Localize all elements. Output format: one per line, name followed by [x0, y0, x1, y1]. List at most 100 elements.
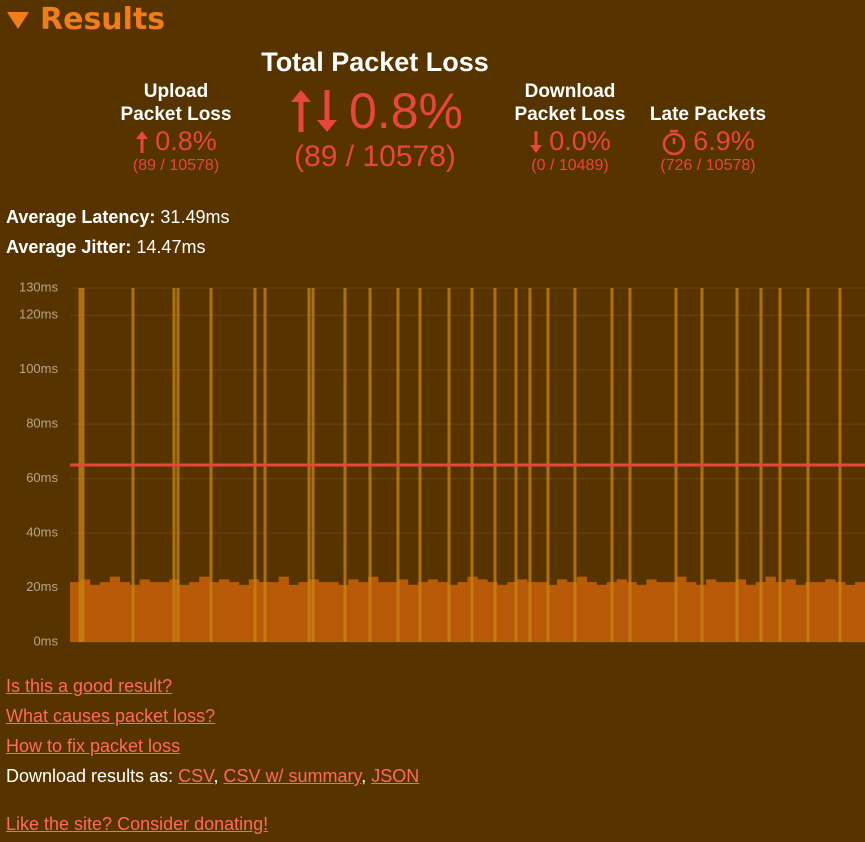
value: 0.8%: [155, 126, 217, 156]
value: 6.9%: [693, 126, 755, 156]
label: Download results as:: [6, 766, 174, 786]
bar: [89, 584, 101, 642]
y-tick-label: 20ms: [26, 579, 58, 594]
bar: [189, 582, 200, 642]
label: Upload Packet Loss: [100, 80, 252, 126]
collapse-icon[interactable]: [6, 10, 30, 30]
bar: [765, 576, 776, 642]
bar: [576, 576, 588, 642]
bar: [159, 582, 170, 642]
bar: [79, 579, 91, 642]
link[interactable]: Like the site? Consider donating!: [6, 814, 269, 834]
value-row: 0.8%: [240, 82, 510, 140]
bar: [735, 579, 747, 642]
bar: [725, 582, 737, 642]
chart: 0ms 20ms 40ms 60ms 80ms 100ms 120ms 130ms: [19, 280, 865, 648]
separator: ,: [361, 766, 367, 786]
header: Results: [6, 2, 165, 37]
download-loss: Download Packet Loss 0.0% (0 / 10489): [494, 80, 646, 175]
bar: [556, 579, 568, 642]
label-line: Upload: [143, 81, 209, 102]
bar: [666, 582, 677, 642]
bar: [378, 582, 389, 642]
label: Total Packet Loss: [261, 47, 489, 77]
bar: [596, 584, 607, 642]
bar: [358, 582, 369, 642]
download-link[interactable]: JSON: [371, 766, 420, 786]
bar: [209, 582, 220, 642]
bar: [537, 582, 548, 642]
value: 0.8%: [349, 83, 463, 139]
bar: [328, 582, 339, 642]
bar: [745, 584, 756, 642]
bar: [477, 579, 488, 642]
bar: [507, 582, 518, 642]
count: (726 / 10578): [660, 157, 756, 174]
bar: [417, 582, 429, 642]
count: (89 / 10578): [132, 157, 220, 174]
bar: [646, 579, 657, 642]
bar: [318, 582, 329, 642]
bar: [527, 582, 538, 642]
label: Download Packet Loss: [494, 80, 646, 126]
count: (89 / 10578): [294, 140, 456, 173]
bar: [706, 579, 717, 642]
bar: [686, 582, 697, 642]
bar: [407, 584, 419, 642]
label-line: Packet Loss: [120, 104, 232, 125]
y-tick-label: 60ms: [26, 470, 58, 485]
bar: [139, 579, 150, 642]
bar: [547, 584, 558, 642]
label-line: Packet Loss: [514, 104, 626, 125]
label: Average Latency:: [6, 207, 156, 227]
value-row: 0.8%: [100, 126, 252, 157]
bar: [616, 579, 627, 642]
value: 0.0%: [549, 126, 611, 156]
bar: [268, 582, 279, 642]
count: (0 / 10489): [531, 157, 609, 174]
bar: [119, 582, 130, 642]
y-tick-label: 100ms: [19, 361, 59, 376]
label-line: Download: [524, 81, 616, 102]
bar: [825, 579, 836, 642]
bar: [238, 584, 250, 642]
separator: ,: [213, 766, 219, 786]
value-row: 6.9%: [632, 126, 784, 157]
bar: [338, 584, 349, 642]
y-tick-label: 120ms: [19, 307, 59, 322]
bar: [626, 582, 637, 642]
label: Late Packets: [649, 104, 767, 125]
link[interactable]: Is this a good result?: [6, 676, 173, 696]
link[interactable]: What causes packet loss?: [6, 706, 216, 726]
bar: [586, 582, 597, 642]
bar: [805, 582, 816, 642]
download-link[interactable]: CSV w/ summary: [223, 766, 362, 786]
bar: [447, 584, 458, 642]
bar: [149, 582, 160, 642]
bar: [815, 582, 826, 642]
bar: [487, 582, 498, 642]
upload-loss: Upload Packet Loss 0.8% (89 / 10578): [100, 80, 252, 175]
bar: [368, 576, 379, 642]
y-tick-label: 80ms: [26, 416, 58, 431]
bar: [109, 576, 120, 642]
bar: [636, 584, 647, 642]
bar: [179, 584, 190, 642]
link[interactable]: How to fix packet loss: [6, 736, 181, 756]
y-tick-label: 0ms: [33, 633, 58, 648]
bar: [497, 584, 508, 642]
title: Results: [40, 2, 166, 37]
avg-latency: Average Latency: 31.49ms: [6, 207, 229, 228]
download-link[interactable]: CSV: [178, 766, 214, 786]
links: Is this a good result? What causes packe…: [6, 676, 419, 835]
bar: [298, 582, 309, 642]
value: 14.47ms: [136, 237, 206, 257]
bar: [566, 582, 578, 642]
bar: [656, 582, 667, 642]
bar: [129, 584, 140, 642]
bar: [676, 576, 687, 642]
bar: [288, 584, 299, 642]
value: 31.49ms: [160, 207, 230, 227]
bar: [229, 582, 240, 642]
bar: [427, 579, 438, 642]
